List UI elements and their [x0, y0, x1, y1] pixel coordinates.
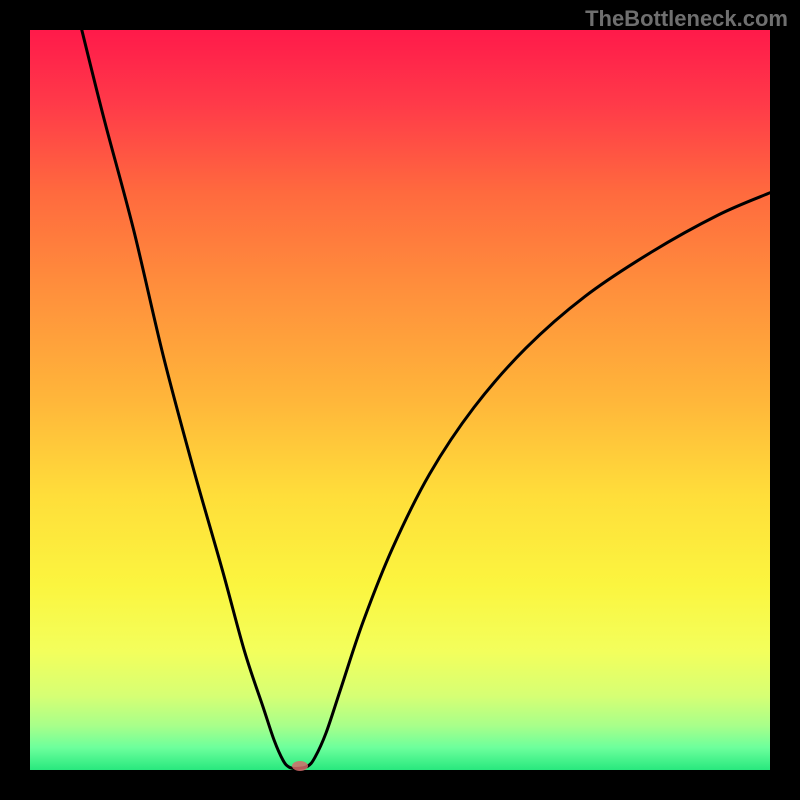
plot-area: [30, 30, 770, 770]
watermark-text: TheBottleneck.com: [585, 6, 788, 32]
chart-container: TheBottleneck.com: [0, 0, 800, 800]
bottleneck-curve: [82, 30, 770, 769]
curve-layer: [30, 30, 770, 770]
optimal-point-marker: [292, 761, 308, 771]
